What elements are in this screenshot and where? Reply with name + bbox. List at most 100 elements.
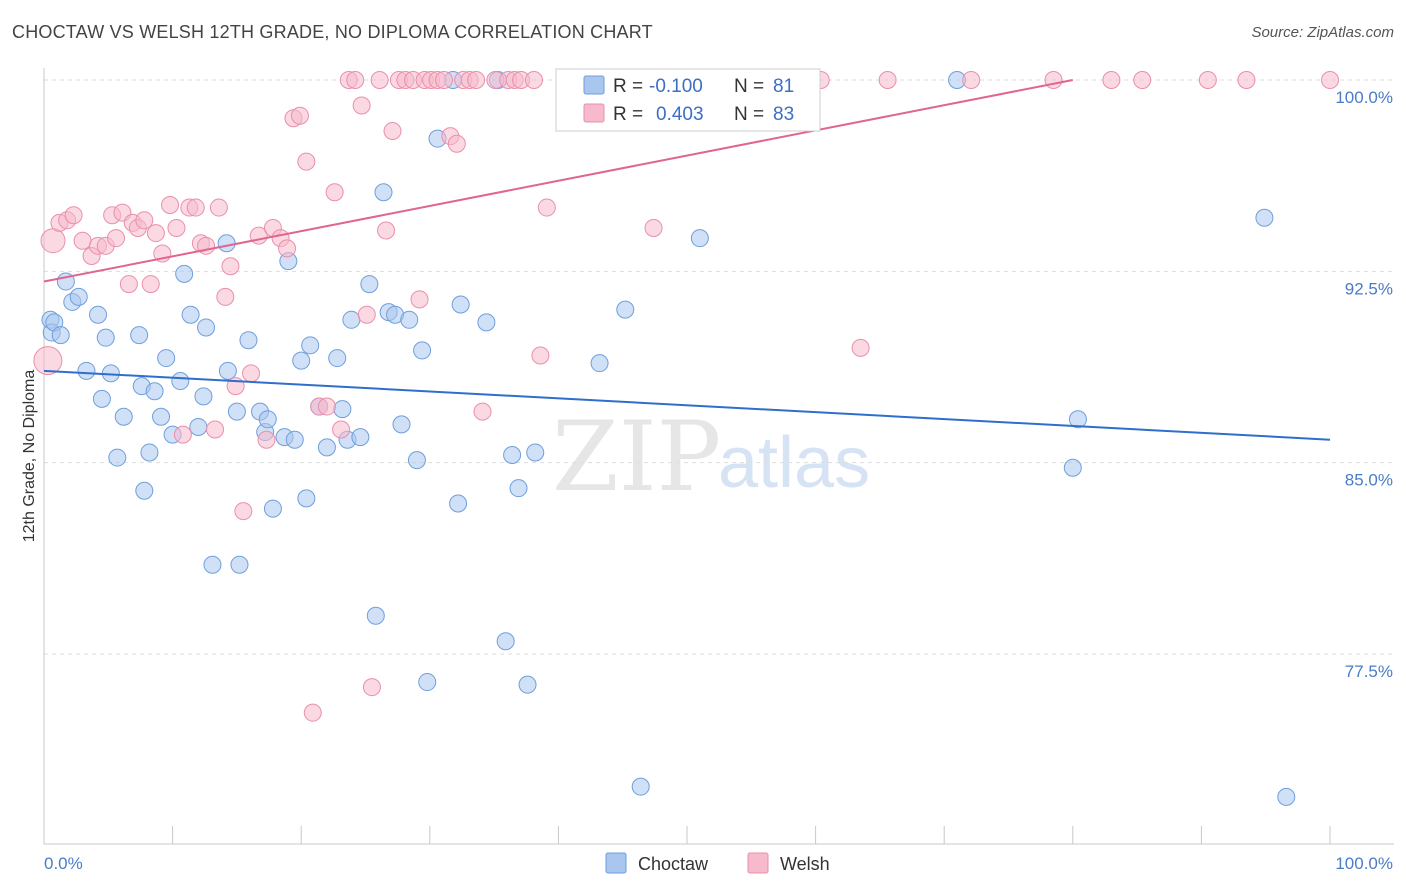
x-ticks [172,826,1331,844]
choctaw-point [526,443,545,462]
axes [43,68,1394,845]
choctaw-point [449,494,468,513]
chart-title: CHOCTAW VS WELSH 12TH GRADE, NO DIPLOMA … [12,22,653,42]
choctaw-point [342,310,361,329]
welsh-point [242,364,261,383]
choctaw-point [360,275,379,294]
y-tick-label: 77.5% [1345,662,1393,681]
welsh-point [209,198,228,217]
welsh-point [1237,71,1256,89]
choctaw-point [197,318,216,337]
welsh-point [644,218,663,237]
welsh-point [303,703,322,722]
welsh-point [1198,71,1217,89]
choctaw-point [285,430,304,449]
chart-source: Source: ZipAtlas.com [1251,24,1394,41]
welsh-point [383,122,402,141]
legend-r-value-choctaw: -0.100 [649,76,703,97]
choctaw-point [477,313,496,332]
choctaw-point [108,448,127,467]
legend-swatch-choctaw [583,75,605,95]
welsh-point [362,678,381,697]
x-tick-label-min: 0.0% [44,854,83,873]
choctaw-point [175,264,194,283]
choctaw-point [135,481,154,500]
welsh-points [33,71,1339,722]
welsh-point [216,287,235,306]
choctaw-point [407,451,426,470]
choctaw-point [171,372,190,391]
welsh-point [352,96,371,115]
welsh-point [317,397,336,416]
welsh-point [135,211,154,230]
choctaw-point [496,632,515,651]
legend-r-label-choctaw: R = [613,76,643,97]
legend-n-label-choctaw: N = [734,76,764,97]
choctaw-point [239,331,258,350]
bottom-legend-label-choctaw: Choctaw [638,854,709,874]
trend-lines [43,79,1331,441]
choctaw-point [1277,787,1296,806]
welsh-point [537,198,556,217]
choctaw-point [145,382,164,401]
welsh-point [325,183,344,202]
welsh-point [473,402,492,421]
stats-legend: R = -0.100 N = 81 R = 0.403 N = 83 [555,68,821,132]
bottom-legend-label-welsh: Welsh [780,854,830,874]
choctaw-point [351,428,370,447]
bottom-legend-swatch-welsh [747,852,769,874]
choctaw-point [400,310,419,329]
legend-swatch-welsh [583,103,605,123]
choctaw-point [77,361,96,380]
choctaw-point [227,402,246,421]
choctaw-point [1068,410,1087,429]
welsh-point [173,425,192,444]
legend-n-label-welsh: N = [734,104,764,125]
choctaw-point [1063,458,1082,477]
choctaw-point [140,443,159,462]
choctaw-point [333,400,352,419]
x-tick-label-max: 100.0% [1335,854,1393,873]
welsh-point [234,502,253,521]
choctaw-point [218,361,237,380]
welsh-point [221,257,240,276]
choctaw-point [451,295,470,314]
welsh-point [290,106,309,125]
choctaw-point [181,305,200,324]
legend-n-value-welsh: 83 [773,104,794,125]
welsh-point [962,71,981,89]
y-axis-title: 12th Grade, No Diploma [21,370,38,543]
choctaw-point [690,229,709,248]
choctaw-point [418,673,437,692]
welsh-point [33,346,63,376]
choctaw-point [230,555,249,574]
choctaw-point [130,326,149,345]
bottom-legend-swatch-choctaw [605,852,627,874]
welsh-point [146,224,165,243]
y-tick-labels: 77.5% 85.0% 92.5% 100.0% [1335,88,1393,681]
choctaw-trend-line [43,369,1331,441]
choctaw-point [413,341,432,360]
series-legend: Choctaw Welsh [605,852,830,874]
choctaw-point [69,287,88,306]
welsh-point [410,290,429,309]
welsh-point [257,430,276,449]
welsh-point [278,239,297,258]
choctaw-point [292,351,311,370]
welsh-point [167,218,186,237]
choctaw-point [392,415,411,434]
choctaw-point [189,417,208,436]
choctaw-point [590,354,609,373]
welsh-point [40,228,66,254]
choctaw-point [157,349,176,368]
welsh-point [531,346,550,365]
choctaw-point [631,777,650,796]
welsh-point [119,275,138,294]
choctaw-point [328,349,347,368]
choctaw-point [366,606,385,625]
choctaw-point [503,446,522,465]
watermark-zip: ZIP [552,401,721,513]
welsh-point [357,305,376,324]
welsh-point [434,71,453,89]
welsh-point [107,229,126,248]
